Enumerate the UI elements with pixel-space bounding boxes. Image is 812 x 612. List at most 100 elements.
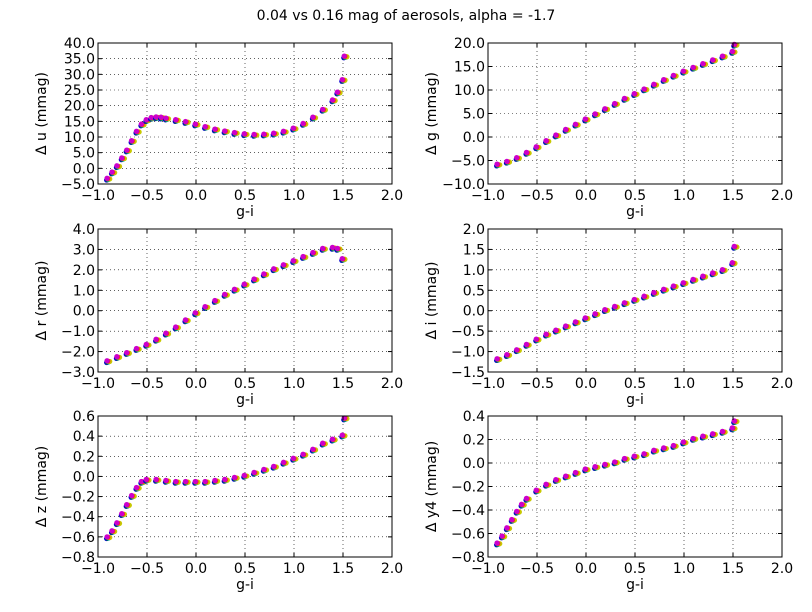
data-point (143, 117, 149, 123)
y-tick-label: 1.5 (463, 242, 485, 258)
x-tick-label: 0.0 (575, 376, 597, 392)
figure-title: 0.04 vs 0.16 mag of aerosols, alpha = -1… (256, 8, 556, 24)
y-tick-label: 0.0 (463, 456, 485, 472)
data-point (153, 336, 159, 342)
data-point (114, 354, 120, 360)
y-axis-label: Δ u (mmag) (34, 72, 50, 155)
data-point (124, 349, 130, 356)
y-tick-label: −2.0 (61, 345, 95, 361)
data-point (710, 431, 716, 437)
data-point (592, 464, 598, 470)
data-point (651, 81, 657, 87)
data-point (572, 121, 579, 127)
x-tick-label: −1.0 (471, 376, 505, 392)
x-tick-label: 0.5 (624, 188, 646, 204)
data-point (582, 116, 588, 122)
data-point (719, 53, 726, 59)
data-point (163, 115, 169, 121)
y-tick-label: 0.2 (463, 433, 485, 449)
data-point (290, 258, 296, 264)
data-point (280, 128, 287, 134)
x-tick-label: 0.5 (234, 561, 256, 577)
data-point (143, 476, 149, 482)
x-tick-label: 0.0 (575, 188, 597, 204)
data-point (523, 341, 530, 347)
y-tick-label: 35.0 (64, 52, 95, 68)
data-point (621, 300, 628, 306)
data-point (533, 144, 539, 150)
data-point (192, 121, 198, 127)
data-point (163, 477, 169, 484)
data-point (119, 155, 125, 161)
x-tick-label: 0.0 (185, 376, 207, 392)
x-tick-label: 1.5 (722, 188, 744, 204)
data-point (182, 317, 189, 323)
y-tick-label: 0.2 (73, 449, 95, 465)
data-point (563, 126, 569, 132)
data-point (572, 319, 579, 325)
data-point (518, 501, 525, 507)
y-tick-label: 1.0 (73, 283, 95, 299)
data-point (719, 267, 726, 273)
data-point (310, 114, 316, 120)
axes-frame (97, 228, 393, 373)
data-point (543, 481, 549, 487)
y-tick-label: 0.4 (73, 429, 95, 445)
y-tick-label: 25.0 (64, 83, 95, 99)
y-tick-label: 0.0 (463, 130, 485, 146)
data-point (602, 307, 608, 313)
x-tick-label: 1.5 (332, 561, 354, 577)
data-point (173, 324, 179, 330)
y-tick-label: 3.0 (73, 242, 95, 258)
data-point (661, 445, 667, 451)
data-point (231, 474, 238, 480)
data-point (602, 461, 608, 467)
data-point (729, 260, 735, 266)
data-point (690, 276, 696, 283)
data-point (329, 97, 336, 103)
x-tick-label: 1.0 (673, 188, 695, 204)
data-point (494, 161, 500, 167)
data-point (523, 149, 530, 155)
data-point (271, 463, 277, 469)
data-point (339, 255, 345, 262)
data-point (124, 501, 130, 508)
data-point (731, 243, 737, 249)
data-point (138, 121, 144, 127)
data-point (310, 249, 316, 256)
data-point (158, 114, 164, 120)
data-point (310, 446, 316, 452)
panel-u: −1.0 −0.5 0.0 0.5 1.0 1.5 2.0−5.00.05.010.015.… (34, 36, 403, 220)
x-axis-label: g-i (236, 392, 254, 408)
x-tick-label: 2.0 (771, 561, 793, 577)
data-point (661, 76, 667, 83)
y-tick-label: 1.0 (463, 263, 485, 279)
y-tick-label: 2.0 (463, 222, 485, 238)
data-point (109, 528, 115, 534)
data-point (133, 345, 140, 352)
data-point (680, 280, 686, 286)
data-point (494, 540, 500, 546)
data-point (173, 117, 179, 123)
y-tick-label: 0.0 (73, 161, 95, 177)
data-point (680, 439, 686, 445)
data-point (592, 311, 598, 317)
y-tick-label: 5.0 (463, 107, 485, 123)
x-tick-label: −0.5 (520, 188, 554, 204)
y-tick-label: −0.2 (61, 490, 95, 506)
data-point (163, 330, 169, 336)
data-point (504, 351, 510, 358)
data-point (300, 451, 306, 457)
data-point (341, 53, 347, 59)
data-point (670, 283, 677, 289)
data-point (222, 291, 228, 297)
data-point (553, 132, 559, 138)
y-tick-label: 20.0 (64, 99, 95, 115)
data-point (271, 266, 277, 272)
data-point (153, 114, 159, 120)
y-axis-label: Δ r (mmag) (34, 261, 50, 341)
data-point (241, 281, 247, 287)
y-tick-label: 5.0 (73, 146, 95, 162)
data-point (612, 459, 618, 465)
x-tick-label: 1.0 (283, 561, 305, 577)
